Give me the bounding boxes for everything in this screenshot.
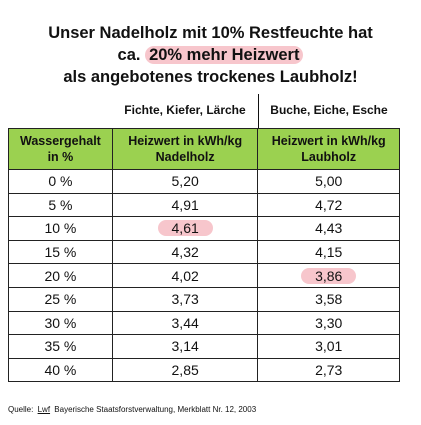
table-cell: 3,86	[257, 263, 400, 288]
table-cell: 4,72	[257, 192, 400, 218]
source-link[interactable]: Lwf	[37, 405, 51, 414]
table-cell: 5,20	[111, 169, 259, 194]
table-cell: 4,32	[111, 239, 259, 265]
table-row: 25 % 3,73 3,58	[8, 286, 400, 312]
table: Wassergehalt in % Heizwert in kWh/kg Nadelh…	[8, 128, 400, 383]
title-text: ca.	[117, 46, 141, 64]
header-cell: Heizwert in kWh/kg Laubholz	[257, 128, 400, 170]
table-cell: 3,73	[111, 286, 259, 312]
table-row: 10 % 4,61 4,43	[8, 216, 400, 241]
table-row: 40 % 2,85 2,73	[8, 357, 400, 383]
table-row: 5 % 4,91 4,72	[8, 192, 400, 218]
table-row: 15 % 4,32 4,15	[8, 239, 400, 265]
table-cell: 0 %	[8, 169, 113, 194]
table-cell: 3,44	[111, 310, 259, 336]
source-prefix: Quelle:	[8, 405, 34, 414]
header-line: Heizwert in kWh/kg	[271, 134, 386, 148]
table-cell: 3,01	[257, 334, 400, 359]
table-cell: 2,85	[111, 357, 259, 383]
table-cell: 4,43	[257, 216, 400, 241]
table-cell: 3,14	[111, 334, 259, 359]
table-cell: 2,73	[257, 357, 400, 383]
table-cell: 4,61	[111, 216, 259, 241]
table-cell: 4,15	[257, 239, 400, 265]
table-cell: 3,30	[257, 310, 400, 336]
highlighted-value: 4,61	[157, 220, 213, 237]
table-row: 30 % 3,44 3,30	[8, 310, 400, 336]
header-line: Wassergehalt	[20, 134, 101, 148]
header-line: Heizwert in kWh/kg	[128, 134, 243, 148]
title-line: als angebotenes trockenes Laubholz!	[63, 68, 358, 86]
source: Quelle: Lwf Bayerische Staatsforstverwal…	[8, 405, 256, 414]
header-cell: Wassergehalt in %	[8, 128, 113, 170]
table-cell: 5,00	[257, 169, 400, 194]
table-cell: 15 %	[8, 239, 113, 265]
title-highlight: 20% mehr Heizwert	[145, 46, 304, 64]
title-line: Unser Nadelholz mit 10% Restfeuchte hat	[48, 24, 373, 42]
highlighted-value: 3,86	[301, 267, 357, 284]
table-cell: 4,02	[111, 263, 259, 288]
table-cell: 10 %	[8, 216, 113, 241]
table-cell: 3,58	[257, 286, 400, 312]
title-line: ca. 20% mehr Heizwert	[0, 44, 421, 66]
table-cell: 40 %	[8, 357, 113, 383]
divider	[258, 94, 259, 128]
table-cell: 30 %	[8, 310, 113, 336]
table-cell: 20 %	[8, 263, 113, 288]
header-line: Nadelholz	[155, 150, 215, 164]
table-cell: 5 %	[8, 192, 113, 218]
table-row: 0 % 5,20 5,00	[8, 169, 400, 194]
table-cell: 4,91	[111, 192, 259, 218]
table-row: 35 % 3,14 3,01	[8, 334, 400, 359]
group-label: Fichte, Kiefer, Lärche	[124, 103, 246, 117]
table-row: 20 % 4,02 3,86	[8, 263, 400, 288]
table-cell: 25 %	[8, 286, 113, 312]
title: Unser Nadelholz mit 10% Restfeuchte hat …	[0, 22, 421, 88]
header-line: Laubholz	[301, 150, 357, 164]
table-cell: 35 %	[8, 334, 113, 359]
header-row: Wassergehalt in % Heizwert in kWh/kg Nadelh…	[8, 128, 400, 170]
group-label: Buche, Eiche, Esche	[270, 103, 388, 117]
header-line: in %	[47, 150, 74, 164]
header-cell: Heizwert in kWh/kg Nadelholz	[111, 128, 259, 170]
source-text: Bayerische Staatsforstverwaltung, Merkbl…	[54, 405, 257, 414]
